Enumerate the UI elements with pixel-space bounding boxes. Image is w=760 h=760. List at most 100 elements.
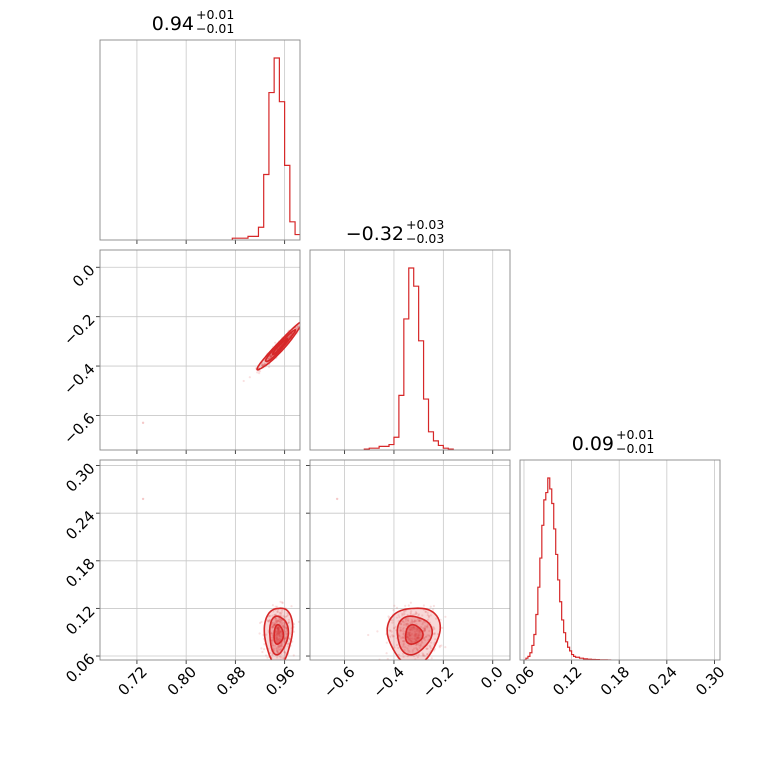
sample-point — [417, 613, 421, 616]
outlier-point — [335, 497, 339, 501]
title-value: 0.94 — [152, 13, 194, 35]
sample-point — [423, 629, 426, 632]
sample-point — [260, 620, 263, 624]
sample-point — [402, 645, 405, 648]
sample-point — [402, 626, 405, 629]
sample-point — [413, 634, 416, 637]
sample-point — [405, 617, 408, 621]
sample-point — [428, 615, 431, 618]
sample-point — [276, 638, 279, 641]
sample-point — [410, 632, 413, 636]
sample-point — [286, 642, 290, 645]
sample-point — [263, 669, 265, 671]
sample-point — [413, 647, 416, 650]
sample-point — [412, 613, 415, 616]
sample-point — [399, 629, 402, 633]
sample-point — [277, 648, 280, 652]
sample-point — [410, 628, 413, 631]
sample-point — [261, 364, 264, 367]
sample-point — [404, 604, 407, 608]
sample-point — [423, 621, 426, 624]
sample-point — [260, 647, 263, 650]
y-tick-label: −0.4 — [60, 360, 98, 398]
sample-point — [416, 656, 419, 659]
sample-point — [413, 627, 416, 631]
sample-point — [406, 655, 409, 658]
sample-point — [271, 604, 274, 607]
sample-point — [248, 376, 251, 379]
sample-point — [288, 335, 291, 339]
sample-point — [273, 623, 276, 626]
sample-point — [421, 621, 425, 624]
sample-point — [425, 625, 428, 628]
sample-point — [433, 649, 436, 652]
sample-point — [271, 634, 274, 637]
sample-point — [271, 624, 274, 627]
sample-point — [273, 613, 276, 617]
sample-point — [260, 363, 263, 366]
sample-point — [283, 615, 286, 619]
sample-point — [417, 632, 420, 635]
sample-point — [406, 622, 409, 625]
sample-point — [270, 639, 273, 643]
sample-point — [300, 321, 302, 323]
sample-point — [270, 638, 273, 642]
sample-point — [418, 646, 421, 649]
sample-point — [263, 643, 266, 646]
title-value: 0.09 — [572, 433, 614, 455]
sample-point — [269, 651, 272, 655]
sample-point — [417, 660, 419, 662]
sample-point — [260, 364, 264, 367]
sample-point — [417, 628, 420, 631]
sample-point — [432, 608, 435, 611]
sample-point — [415, 639, 418, 642]
sample-point — [279, 644, 282, 647]
sample-point — [275, 637, 278, 640]
sample-point — [284, 630, 288, 633]
sample-point — [415, 639, 418, 642]
sample-point — [280, 656, 283, 659]
sample-point — [391, 635, 395, 638]
panel-0-0 — [99, 39, 301, 244]
sample-point — [261, 361, 264, 365]
sample-point — [273, 623, 276, 627]
sample-point — [277, 646, 280, 649]
sample-point — [426, 611, 429, 615]
sample-point — [266, 619, 269, 622]
sample-point — [430, 647, 433, 650]
sample-point — [411, 637, 414, 640]
x-tick-label: −0.4 — [369, 663, 407, 701]
sample-point — [367, 633, 370, 637]
sample-point — [395, 644, 398, 647]
sample-point — [415, 636, 418, 639]
sample-point — [409, 637, 412, 640]
sample-point — [415, 633, 418, 636]
sample-point — [414, 627, 417, 630]
title-minus: −0.03 — [406, 231, 444, 246]
sample-point — [280, 620, 283, 623]
sample-point — [277, 619, 280, 622]
sample-point — [307, 317, 309, 319]
sample-point — [395, 616, 399, 619]
sample-point — [412, 620, 416, 623]
sample-point — [404, 623, 407, 626]
sample-point — [270, 625, 274, 628]
sample-point — [258, 370, 262, 373]
x-tick-label: 0.72 — [115, 663, 151, 699]
sample-point — [283, 625, 287, 628]
sample-point — [275, 619, 278, 622]
sample-point — [277, 629, 280, 632]
sample-point — [269, 355, 272, 358]
sample-point — [402, 613, 405, 616]
sample-point — [418, 619, 421, 623]
sample-point — [419, 644, 422, 647]
sample-point — [288, 335, 291, 338]
sample-point — [388, 616, 391, 619]
sample-point — [278, 611, 281, 614]
panel-2-1 — [306, 459, 511, 664]
sample-point — [279, 620, 282, 623]
sample-point — [403, 621, 406, 624]
sample-point — [278, 655, 281, 658]
sample-point — [270, 355, 273, 358]
sample-point — [276, 632, 279, 635]
